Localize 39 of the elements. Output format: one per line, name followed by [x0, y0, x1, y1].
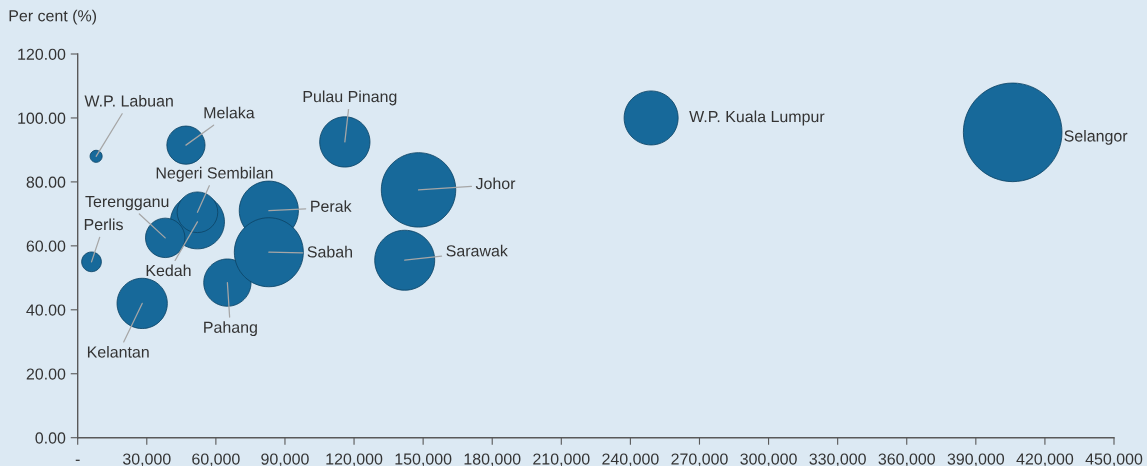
- y-tick-label: 120.00: [18, 48, 66, 60]
- y-axis-title: Per cent (%): [9, 9, 97, 25]
- x-tick-label: 240,000: [602, 453, 659, 466]
- x-tick-label: 420,000: [1016, 453, 1074, 466]
- text: W.P. Labuan: [84, 94, 173, 107]
- series-label: Terengganu: [85, 196, 169, 211]
- x-tick-label: 450,000: [1085, 453, 1143, 466]
- series-label: Sarawak: [446, 244, 508, 257]
- series-label: Perlis: [84, 218, 123, 231]
- y-tick-label: 40.00: [26, 304, 66, 316]
- series-label: Perak: [311, 200, 352, 212]
- x-tick-label: 360,000: [878, 453, 935, 466]
- series-label: Johor: [475, 177, 516, 190]
- x-tick-label: 270,000: [671, 453, 728, 466]
- x-tick-label: 300,000: [740, 453, 797, 466]
- x-tick-label: 390,000: [947, 453, 1005, 466]
- y-tick-label: 80.00: [26, 176, 66, 188]
- series-label: Kedah: [146, 264, 191, 277]
- y-tick-label: 60.00: [26, 240, 66, 252]
- series-label: W.P. Kuala Lumpur: [689, 110, 825, 126]
- series-label: Pulau Pinang: [303, 90, 397, 106]
- series-label: Melaka: [204, 106, 255, 119]
- y-tick-label: 100.00: [18, 112, 66, 124]
- x-tick-label: 210,000: [533, 453, 590, 466]
- x-tick-label: 60,000: [192, 453, 240, 466]
- series-label: Kelantan: [87, 345, 149, 358]
- x-tick-label: 90,000: [261, 453, 309, 466]
- series-label: Pahang: [204, 321, 257, 337]
- x-tick-label: 330,000: [809, 453, 866, 466]
- y-tick-label: 0.00: [35, 432, 66, 444]
- x-tick-label: 150,000: [395, 453, 452, 466]
- series-label: Selangor: [1064, 129, 1128, 145]
- series-label: Negeri Sembilan: [156, 166, 273, 182]
- y-tick-label: 20.00: [26, 368, 66, 380]
- x-tick-label: 180,000: [464, 453, 521, 466]
- x-tick-label: 30,000: [122, 453, 171, 466]
- x-tick-label: 120,000: [326, 453, 383, 466]
- series-label: Sabah: [307, 245, 352, 258]
- x-tick-label: -: [75, 459, 80, 461]
